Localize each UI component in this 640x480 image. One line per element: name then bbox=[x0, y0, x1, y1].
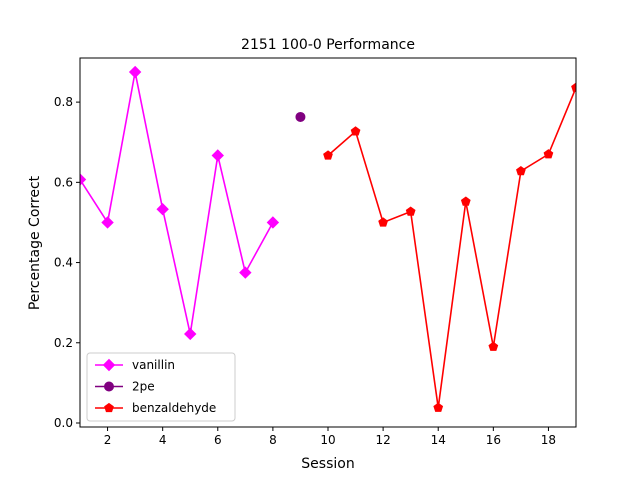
x-tick-label: 16 bbox=[486, 433, 501, 447]
series-line-benzaldehyde bbox=[327, 87, 576, 408]
series-line-vanillin bbox=[80, 71, 274, 335]
data-point-vanillin bbox=[80, 173, 87, 186]
data-point-benzaldehyde bbox=[323, 150, 333, 160]
y-axis: 0.0 0.2 0.4 0.6 0.8 bbox=[54, 95, 80, 430]
legend-marker-vanillin bbox=[102, 358, 116, 372]
x-tick-label: 4 bbox=[159, 433, 167, 447]
y-tick-label: 0.8 bbox=[54, 95, 73, 109]
data-point-benzaldehyde bbox=[488, 341, 499, 351]
data-marks bbox=[80, 65, 576, 412]
data-point-vanillin bbox=[211, 149, 224, 162]
data-point-benzaldehyde bbox=[378, 217, 388, 227]
x-tick-label: 2 bbox=[104, 433, 112, 447]
x-tick-label: 14 bbox=[431, 433, 446, 447]
x-tick-label: 18 bbox=[541, 433, 556, 447]
x-tick-label: 10 bbox=[320, 433, 335, 447]
y-tick-label: 0.2 bbox=[54, 336, 73, 350]
x-tick-label: 12 bbox=[375, 433, 390, 447]
data-point-vanillin bbox=[239, 266, 252, 279]
chart-title: 2151 100-0 Performance bbox=[241, 37, 415, 53]
y-tick-label: 0.0 bbox=[54, 416, 73, 430]
x-axis-label: Session bbox=[301, 456, 354, 472]
data-point-benzaldehyde bbox=[571, 82, 576, 92]
data-point-benzaldehyde bbox=[516, 165, 526, 176]
data-point-benzaldehyde bbox=[543, 149, 554, 159]
x-tick-label: 8 bbox=[269, 433, 277, 447]
data-point-benzaldehyde bbox=[405, 206, 416, 216]
x-tick-label: 6 bbox=[214, 433, 222, 447]
data-point-vanillin bbox=[156, 203, 169, 216]
y-axis-label: Percentage Correct bbox=[27, 175, 43, 310]
data-point-benzaldehyde bbox=[433, 402, 444, 412]
data-point-vanillin bbox=[266, 216, 280, 229]
data-point-vanillin bbox=[128, 65, 142, 79]
legend: vanillin 2pe benzaldehyde bbox=[86, 352, 236, 422]
data-point-vanillin bbox=[101, 216, 114, 229]
legend-marker-2pe bbox=[104, 381, 114, 392]
data-point-benzaldehyde bbox=[350, 126, 361, 136]
legend-label-vanillin: vanillin bbox=[132, 358, 175, 372]
legend-box bbox=[86, 352, 236, 422]
data-point-2pe bbox=[295, 111, 306, 122]
data-point-vanillin bbox=[184, 327, 197, 341]
legend-label-2pe: 2pe bbox=[132, 380, 155, 394]
series-group bbox=[80, 65, 576, 412]
legend-marker-benzaldehyde bbox=[104, 402, 114, 413]
y-tick-label: 0.4 bbox=[54, 256, 73, 270]
legend-label-benzaldehyde: benzaldehyde bbox=[132, 401, 216, 415]
data-point-benzaldehyde bbox=[460, 196, 471, 206]
y-tick-label: 0.6 bbox=[54, 175, 73, 189]
x-axis: 2 4 6 8 10 12 14 16 18 bbox=[104, 427, 556, 447]
